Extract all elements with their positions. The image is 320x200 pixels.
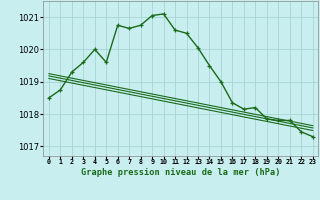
X-axis label: Graphe pression niveau de la mer (hPa): Graphe pression niveau de la mer (hPa) (81, 168, 281, 177)
